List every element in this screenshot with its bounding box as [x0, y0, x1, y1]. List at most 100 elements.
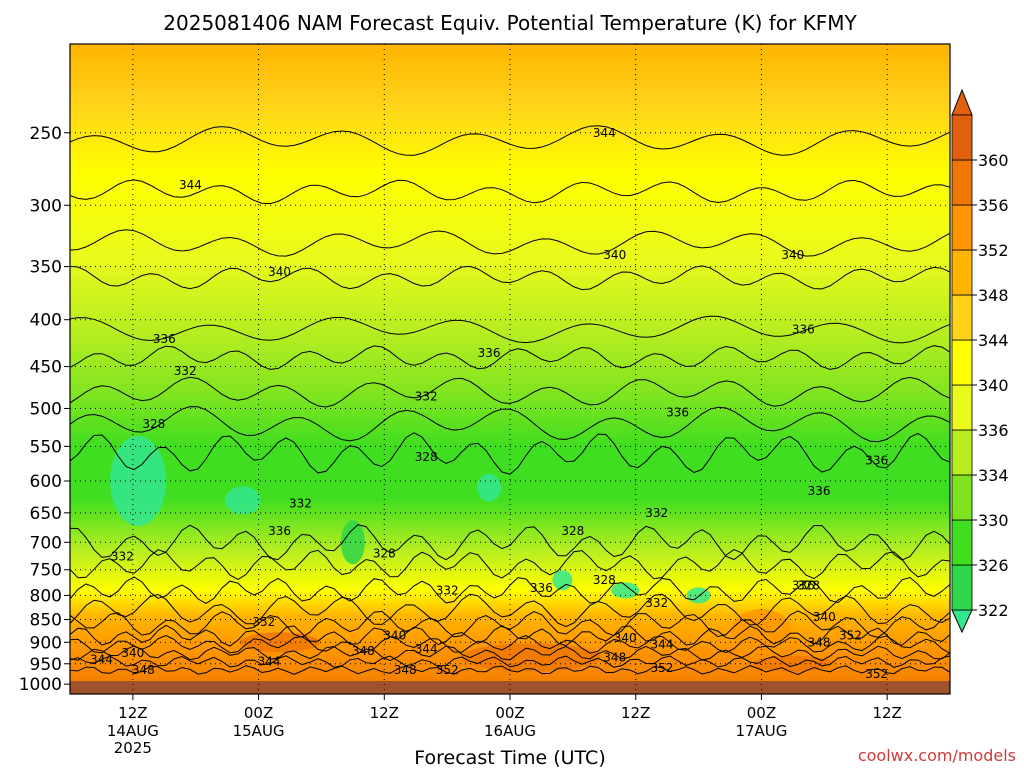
contour-label: 328	[415, 450, 438, 464]
contour-line	[70, 376, 950, 408]
contour-label: 332	[645, 506, 668, 520]
contour-label: 336	[478, 346, 501, 360]
colorbar-label: 344	[978, 331, 1009, 350]
contour-label: 344	[593, 126, 616, 140]
contour-label: 336	[666, 405, 689, 419]
y-tick-label: 850	[30, 611, 62, 631]
colorbar-max-arrow	[951, 88, 973, 116]
colorbar-label: 360	[978, 151, 1009, 170]
colorbar-label: 348	[978, 286, 1009, 305]
contour-label: 352	[865, 667, 888, 681]
field-feature	[460, 643, 601, 672]
contour-label: 348	[352, 644, 375, 658]
contour-label: 348	[603, 650, 626, 664]
colorbar-label: 352	[978, 241, 1009, 260]
contour-label: 328	[561, 524, 584, 538]
chart-title: 2025081406 NAM Forecast Equiv. Potential…	[163, 11, 857, 35]
contour-label: 336	[808, 484, 831, 498]
contour-label: 352	[252, 615, 275, 629]
field-feature	[224, 486, 261, 515]
y-tick-label: 400	[30, 311, 62, 331]
y-tick-label: 700	[30, 533, 62, 553]
y-tick-label: 1000	[19, 675, 62, 695]
contour-line	[70, 634, 950, 654]
contour-label: 336	[153, 332, 176, 346]
y-tick-label: 650	[30, 504, 62, 524]
contour-line	[70, 265, 950, 291]
colorbar-segment	[951, 474, 973, 521]
contour-line	[70, 549, 950, 580]
field-feature	[611, 582, 640, 599]
contour-line	[70, 524, 950, 561]
contour-labels: 344 344 340 340 340 336 336 336 336 336 336 336 332 3…	[90, 126, 888, 681]
contour-label: 340	[268, 265, 291, 279]
colorbar-label: 334	[978, 466, 1009, 485]
contour-label: 348	[394, 663, 417, 677]
y-tick-label: 950	[30, 655, 62, 675]
surface-strip	[70, 681, 950, 694]
x-tick-hour: 12Z	[118, 704, 147, 722]
contour-label: 332	[436, 583, 459, 597]
y-axis: 2503003504004505005506006507007508008509…	[19, 124, 70, 695]
colorbar-segment	[951, 159, 973, 206]
contour-label: 328	[797, 578, 820, 592]
contour-label: 344	[179, 178, 202, 192]
colorbar-label: 326	[978, 556, 1009, 575]
contour-label: 336	[865, 454, 888, 468]
x-tick-hour: 12Z	[621, 704, 650, 722]
contour-label: 344	[650, 637, 673, 651]
contour-line	[70, 576, 950, 604]
field-feature	[340, 520, 365, 565]
contour-line	[70, 345, 950, 370]
x-tick-date: 14AUG	[107, 722, 159, 740]
y-tick-label: 800	[30, 586, 62, 606]
contour-label: 340	[781, 248, 804, 262]
colorbar-label: 340	[978, 376, 1009, 395]
colorbar-label: 356	[978, 196, 1009, 215]
colorbar-segment	[951, 519, 973, 566]
gridlines	[70, 44, 950, 694]
x-tick-hour: 12Z	[872, 704, 901, 722]
contour-label: 336	[268, 524, 291, 538]
x-tick-year: 2025	[114, 739, 152, 757]
contour-label: 332	[645, 596, 668, 610]
colorbar-segment	[951, 339, 973, 386]
contour-line	[70, 665, 950, 676]
contour-label: 332	[289, 497, 312, 511]
field-feature	[477, 473, 502, 502]
colorbar-label: 330	[978, 511, 1009, 530]
x-tick-date: 17AUG	[735, 722, 787, 740]
credit-text: coolwx.com/models	[858, 746, 1016, 765]
x-tick-hour: 00Z	[747, 704, 776, 722]
colorbar-segment	[951, 429, 973, 476]
colorbar-segment	[951, 249, 973, 296]
colorbar: 322 326 330 334 336 340 344 348 352 356 360	[951, 88, 1009, 634]
contour-label: 344	[90, 653, 113, 667]
y-tick-label: 600	[30, 472, 62, 492]
contour-label: 332	[415, 389, 438, 403]
contour-line	[70, 229, 950, 257]
contour-line	[70, 655, 950, 668]
field-feature	[110, 435, 167, 526]
contour-label: 328	[373, 547, 396, 561]
colorbar-label: 322	[978, 601, 1009, 620]
contour-label: 344	[258, 655, 281, 669]
x-tick-date: 15AUG	[233, 722, 285, 740]
contour-label: 332	[174, 364, 197, 378]
contour-label: 340	[121, 646, 144, 660]
contour-line	[70, 179, 950, 205]
colorbar-label: 336	[978, 421, 1009, 440]
contour-label: 328	[142, 417, 165, 431]
contour-label: 328	[593, 573, 616, 587]
contour-line	[70, 624, 950, 647]
contour-label: 340	[383, 629, 406, 643]
contour-label: 340	[813, 610, 836, 624]
contour-label: 352	[650, 661, 673, 675]
x-tick-hour: 12Z	[370, 704, 399, 722]
y-tick-label: 450	[30, 358, 62, 378]
y-tick-label: 350	[30, 258, 62, 278]
colorbar-min-arrow	[951, 609, 973, 634]
y-tick-label: 900	[30, 633, 62, 653]
